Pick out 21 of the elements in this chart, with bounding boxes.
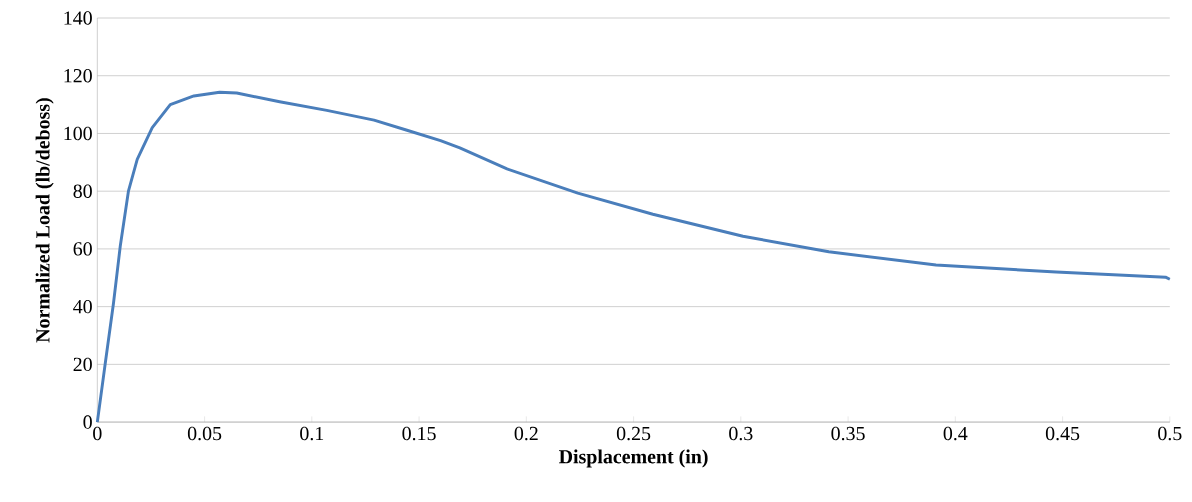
x-tick-label: 0.5 [1158, 426, 1182, 441]
y-tick-label: 0 [83, 415, 92, 429]
x-tick-label: 0.15 [402, 426, 436, 441]
x-tick-label: 0.1 [300, 426, 324, 441]
y-tick-label: 100 [64, 126, 92, 140]
x-tick-label: 0.4 [943, 426, 968, 441]
x-tick-label: 0 [93, 426, 102, 440]
x-tick-label: 0.2 [514, 426, 538, 441]
y-tick-label: 140 [64, 11, 92, 25]
y-tick-label: 80 [73, 184, 92, 198]
x-tick-label: 0.3 [729, 426, 753, 441]
x-tick-label: 0.45 [1045, 426, 1080, 441]
y-tick-label: 120 [64, 68, 92, 83]
x-axis-title: Displacement (in) [559, 449, 708, 468]
y-axis-title: Normalized Load (lb/deboss) [35, 97, 54, 343]
x-tick-label: 0.35 [831, 426, 865, 441]
x-tick-label: 0.05 [187, 426, 222, 441]
y-tick-label: 60 [73, 241, 92, 256]
y-tick-label: 40 [73, 299, 92, 314]
x-tick-label: 0.25 [616, 426, 651, 441]
y-tick-label: 20 [73, 357, 92, 371]
